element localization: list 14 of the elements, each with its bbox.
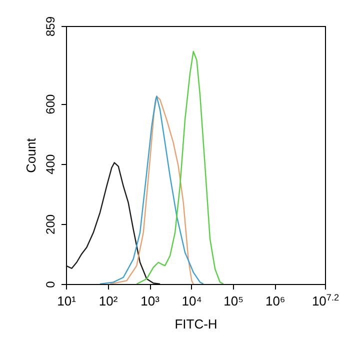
y-tick-label: 400 xyxy=(44,154,58,174)
y-axis-title: Count xyxy=(24,138,38,173)
x-tick-label: 10⁵ xyxy=(224,294,244,308)
x-axis-title: FITC-H xyxy=(174,316,218,332)
y-tick-label: 0 xyxy=(44,280,58,288)
x-tick-label: 10¹ xyxy=(57,294,77,308)
x-tick-label: 10³ xyxy=(140,294,160,308)
y-tick-label: 200 xyxy=(44,214,58,234)
x-tick-label: 10⁶ xyxy=(265,294,286,308)
x-tick-label: 10$^{7.2}$ xyxy=(312,292,340,308)
y-tick-label: 859 xyxy=(44,16,58,37)
x-tick-label: 10⁴ xyxy=(182,294,202,308)
x-tick-label: 10² xyxy=(98,294,118,308)
y-tick-label: 600 xyxy=(44,94,58,114)
